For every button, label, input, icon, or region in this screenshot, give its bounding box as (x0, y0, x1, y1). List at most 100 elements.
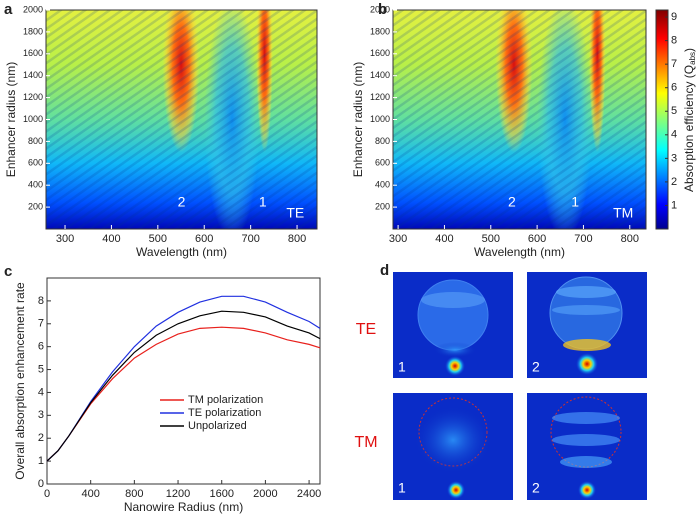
legend-label: TM polarization (188, 394, 263, 406)
frame (46, 277, 321, 485)
colorbar-tick-label: 3 (671, 152, 677, 164)
x-tick-label: 400 (102, 233, 120, 245)
y-tick-label: 1 (38, 455, 44, 467)
x-tick-label: 400 (82, 488, 100, 500)
heatmap (393, 10, 646, 229)
y-axis-label: Enhancer radius (nm) (4, 62, 18, 177)
field-map: 1 (393, 393, 513, 500)
field-maps: d TE TM 1 2 1 2 (354, 262, 647, 500)
y-tick-label: 1800 (370, 26, 390, 36)
y-tick-label: 1400 (23, 70, 43, 80)
y-tick-label: 200 (375, 201, 390, 211)
x-tick-label: 0 (44, 488, 50, 500)
y-tick-label: 600 (375, 158, 390, 168)
heatmap (46, 10, 317, 229)
annotation: 1 (571, 193, 579, 209)
panel-label: b (378, 1, 387, 18)
label-part: Absorption efficiency (Q (682, 65, 696, 192)
field-map: 2 (527, 272, 647, 378)
y-tick-label: 1800 (23, 26, 43, 36)
heatmap-fringes (46, 10, 317, 229)
y-tick-label: 0 (38, 478, 44, 490)
y-tick-label: 800 (375, 136, 390, 146)
y-tick-label: 4 (38, 386, 44, 398)
label-sub: abs (688, 52, 697, 65)
x-tick-label: 2400 (297, 488, 321, 500)
y-tick-label: 1000 (370, 114, 390, 124)
y-tick-label: 200 (28, 201, 43, 211)
line-series (46, 295, 321, 462)
colorbar-tick-label: 5 (671, 105, 677, 117)
x-tick-label: 300 (56, 233, 74, 245)
y-tick-label: 1400 (370, 70, 390, 80)
x-axis-label: Wavelength (nm) (136, 245, 227, 259)
y-tick-label: 6 (38, 341, 44, 353)
colorbar-tick-label: 2 (671, 176, 677, 188)
colorbar-tick-label: 1 (671, 199, 677, 211)
y-tick-label: 1600 (23, 48, 43, 58)
field-map: 1 (393, 272, 513, 378)
line-series (46, 326, 321, 462)
colorbar-label: Absorption efficiency (Qabs) (682, 48, 697, 192)
y-tick-label: 800 (28, 136, 43, 146)
colorbar-tick-label: 8 (671, 35, 677, 47)
colorbar-tick-label: 4 (671, 129, 677, 141)
panel-label: d (380, 262, 389, 279)
x-tick-label: 800 (125, 488, 143, 500)
x-tick-label: 800 (288, 233, 306, 245)
annotation: 1 (259, 193, 267, 209)
field-map: 2 (527, 393, 647, 500)
colorbar (655, 9, 669, 230)
line-series (46, 310, 321, 462)
x-tick-label: 400 (435, 233, 453, 245)
panel-label: a (4, 1, 13, 18)
colorbar-tick-label: 6 (671, 82, 677, 94)
colorbar-tick-label: 9 (671, 11, 677, 23)
y-tick-label: 7 (38, 318, 44, 330)
legend-label: Unpolarized (188, 420, 247, 432)
panel-number: 2 (532, 480, 540, 496)
y-tick-label: 400 (375, 180, 390, 190)
y-tick-label: 1600 (370, 48, 390, 58)
x-tick-label: 2000 (253, 488, 277, 500)
y-axis-label: Enhancer radius (nm) (351, 62, 365, 177)
annotation: 2 (508, 193, 516, 209)
label-part: ) (682, 48, 696, 52)
x-tick-label: 600 (195, 233, 213, 245)
x-tick-label: 1600 (209, 488, 233, 500)
annotation: 2 (178, 193, 186, 209)
annotation: TM (613, 204, 633, 220)
panel-number: 2 (532, 359, 540, 375)
panel-label: c (4, 263, 12, 280)
panel-number: 1 (398, 480, 406, 496)
y-tick-label: 1200 (370, 92, 390, 102)
x-tick-label: 600 (528, 233, 546, 245)
y-axis-label: Overall absorption enhancement rate (13, 282, 27, 480)
x-tick-label: 500 (149, 233, 167, 245)
y-tick-label: 1200 (23, 92, 43, 102)
heatmap-fringes (393, 10, 646, 229)
row-label: TE (356, 321, 376, 338)
panel-number: 1 (398, 359, 406, 375)
y-tick-label: 8 (38, 295, 44, 307)
y-tick-label: 2000 (23, 4, 43, 14)
x-tick-label: 300 (389, 233, 407, 245)
x-tick-label: 500 (482, 233, 500, 245)
legend-label: TE polarization (188, 407, 261, 419)
y-tick-label: 1000 (23, 114, 43, 124)
x-axis-label: Nanowire Radius (nm) (124, 500, 243, 514)
y-tick-label: 600 (28, 158, 43, 168)
y-tick-label: 3 (38, 409, 44, 421)
x-tick-label: 700 (574, 233, 592, 245)
y-tick-label: 2 (38, 432, 44, 444)
y-tick-label: 400 (28, 180, 43, 190)
y-tick-label: 5 (38, 363, 44, 375)
annotation: TE (286, 204, 304, 220)
x-axis-label: Wavelength (nm) (474, 245, 565, 259)
row-label: TM (354, 434, 377, 451)
x-tick-label: 700 (241, 233, 259, 245)
colorbar-tick-label: 7 (671, 58, 677, 70)
x-tick-label: 800 (621, 233, 639, 245)
y-tick-label: 2000 (370, 4, 390, 14)
